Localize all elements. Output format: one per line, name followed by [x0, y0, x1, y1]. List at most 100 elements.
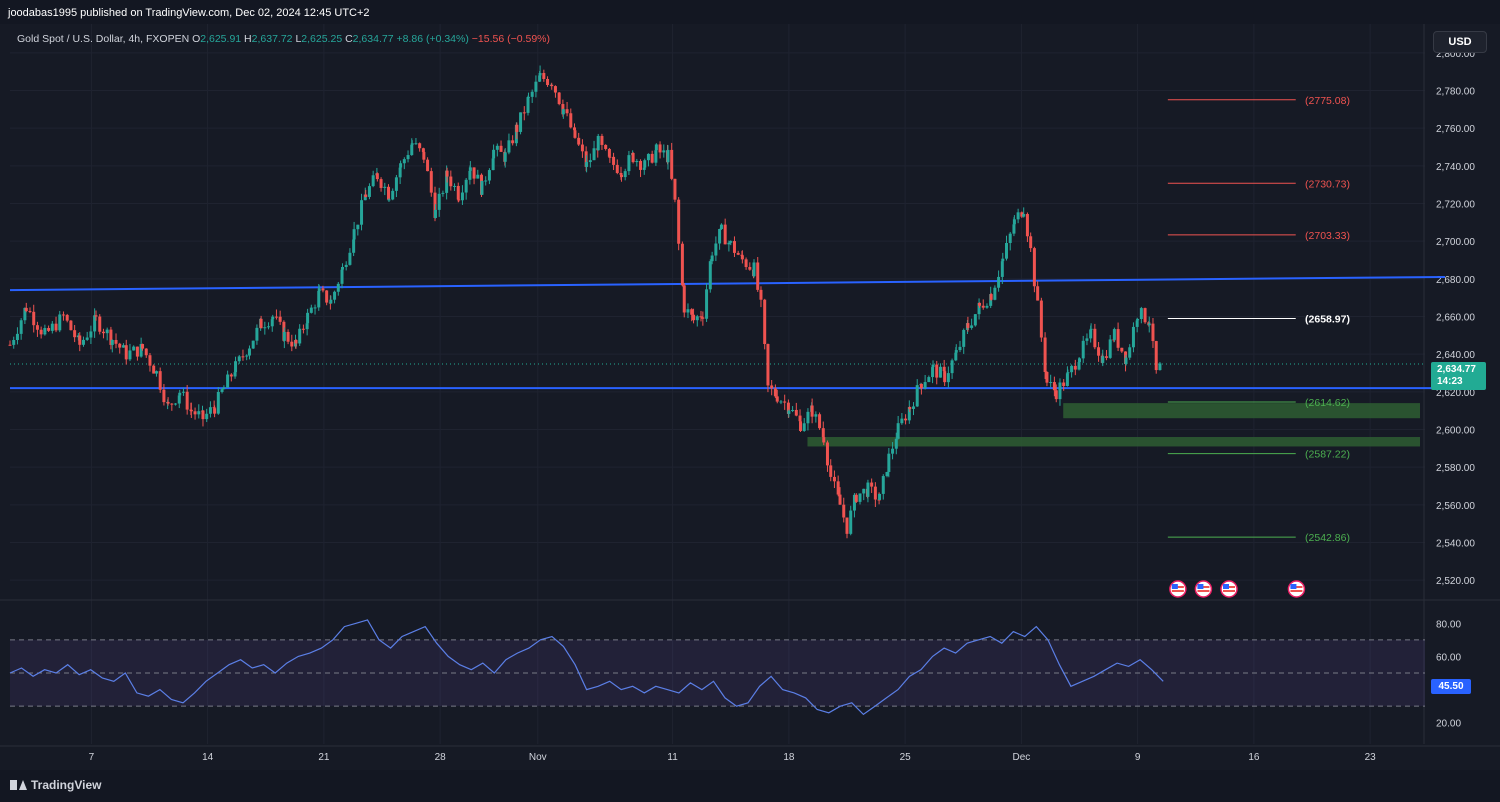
candle-body: [592, 148, 596, 161]
candle-body: [692, 314, 696, 321]
candle-body: [1020, 212, 1024, 217]
candle-body: [491, 158, 495, 171]
candle-body: [519, 112, 523, 132]
open-value: 2,625.91: [200, 33, 242, 45]
candle-body: [978, 302, 982, 306]
candle-body: [1147, 323, 1151, 326]
brand-footer[interactable]: TradingView: [10, 778, 101, 792]
candle-body: [677, 199, 681, 244]
flag-stripe: [1171, 590, 1184, 592]
candle-body: [503, 152, 507, 162]
candle-body: [954, 350, 958, 353]
candle-body: [245, 355, 249, 357]
us-flag-icon[interactable]: [1220, 580, 1238, 598]
candle-body: [680, 243, 684, 286]
candle-body: [954, 352, 958, 361]
candle-body: [352, 239, 356, 253]
candle-body: [662, 150, 666, 153]
candle-body: [763, 299, 767, 345]
candle-body: [105, 329, 109, 334]
candle-body: [1012, 219, 1016, 225]
trend-line: [9, 275, 1446, 292]
chart-canvas[interactable]: 2,800.00 2,780.00 2,760.00 2,740.00 2,720.00…: [0, 24, 1500, 770]
us-flag-icon[interactable]: [1194, 580, 1213, 598]
candle-body: [561, 109, 565, 115]
price-axis-tick: 2,520.00: [1436, 576, 1475, 587]
candle-body: [870, 482, 874, 487]
candle-body: [1136, 319, 1140, 321]
candle-body: [557, 92, 561, 105]
candle-body: [472, 167, 476, 179]
candle-body: [255, 327, 259, 341]
candle-body: [1081, 340, 1085, 359]
candle-body: [915, 385, 919, 407]
currency-button[interactable]: USD: [1433, 31, 1487, 53]
candle-body: [608, 156, 612, 158]
candle-body: [364, 194, 368, 197]
candle-body: [775, 396, 779, 402]
candle-body: [896, 423, 900, 439]
candle-body: [177, 395, 181, 404]
candle-body: [1065, 373, 1069, 386]
candle-body: [866, 482, 870, 497]
flag-canton: [1290, 584, 1297, 589]
candle-body: [748, 267, 752, 270]
candle-body: [818, 414, 822, 429]
candle-body: [658, 144, 662, 153]
candle-body: [822, 437, 826, 443]
candle-body: [457, 199, 461, 201]
rsi-axis-tick: 20.00: [1436, 719, 1461, 730]
chart-area[interactable]: 2,800.00 2,780.00 2,760.00 2,740.00 2,720.00…: [0, 24, 1500, 770]
candle-body: [787, 410, 791, 414]
us-flag-icon[interactable]: [1169, 580, 1187, 598]
candle-body: [329, 299, 333, 304]
extra-change-value: −15.56 (−0.59%): [471, 33, 551, 45]
candle-body: [1143, 308, 1147, 323]
candle-body: [752, 262, 756, 277]
candle-body: [981, 305, 985, 308]
us-flag-icon[interactable]: [1287, 580, 1306, 598]
candle-body: [1070, 365, 1074, 373]
candle-body: [666, 149, 670, 163]
candle-body: [333, 291, 337, 300]
candle-body: [114, 339, 118, 344]
candle-body: [802, 423, 806, 431]
candle-body: [213, 408, 217, 414]
support-zone: [1063, 403, 1420, 419]
candle-body: [962, 329, 966, 347]
symbol-name[interactable]: Gold Spot / U.S. Dollar, 4h, FXOPEN: [17, 33, 190, 45]
candle-body: [650, 153, 654, 163]
candle-body: [499, 145, 503, 152]
candle-body: [1124, 357, 1128, 364]
candle-body: [271, 316, 275, 320]
level-label: (2703.33): [1305, 230, 1350, 242]
candle-body: [387, 186, 391, 200]
candle-body: [1045, 371, 1049, 383]
level-label: (2730.73): [1305, 178, 1350, 190]
low-label: L: [295, 33, 302, 45]
publisher-line: joodabas1995 published on TradingView.co…: [8, 7, 370, 19]
candle-body: [1000, 261, 1004, 277]
support-zone: [807, 437, 1420, 447]
candle-body: [441, 192, 445, 194]
candle-body: [997, 276, 1001, 288]
candle-body: [619, 174, 623, 178]
candle-body: [222, 387, 226, 390]
candle-body: [794, 409, 798, 416]
candle-body: [950, 360, 954, 374]
candle-body: [484, 180, 488, 182]
candle-body: [121, 345, 125, 348]
candle-body: [854, 494, 858, 502]
candle-body: [569, 113, 573, 128]
candle-body: [911, 406, 915, 409]
candle-body: [729, 241, 733, 243]
candle-body: [585, 162, 589, 167]
candle-body: [1043, 337, 1047, 372]
candle-body: [263, 327, 267, 329]
candle-body: [1001, 258, 1005, 262]
candle-body: [845, 517, 849, 534]
candle-body: [977, 302, 981, 315]
candle-body: [367, 186, 371, 197]
candle-body: [740, 255, 744, 260]
candle-body: [615, 164, 619, 173]
